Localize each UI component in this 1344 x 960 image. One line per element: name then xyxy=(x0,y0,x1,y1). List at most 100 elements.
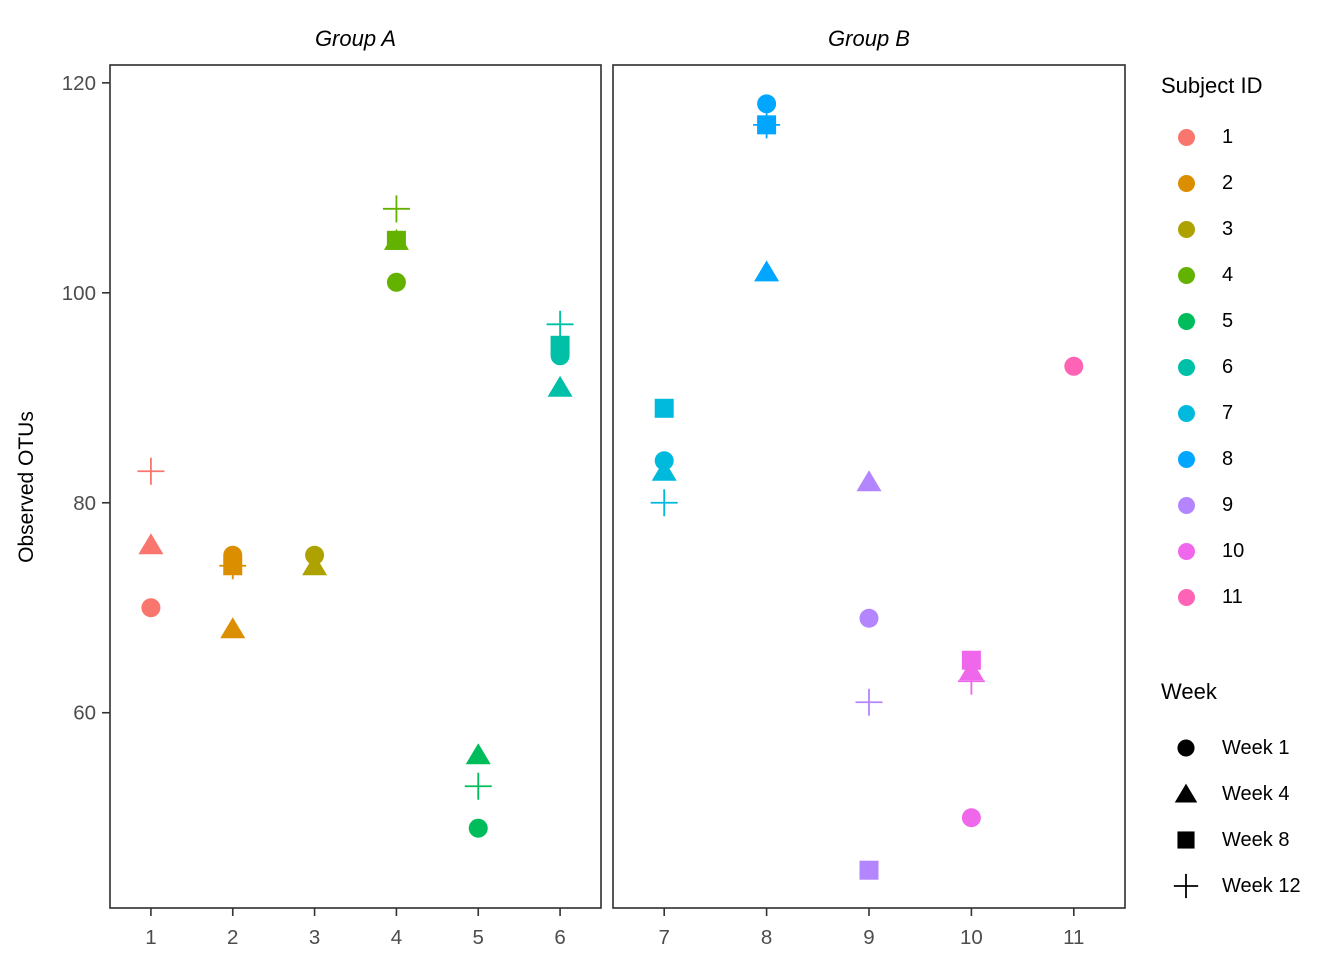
plus-icon xyxy=(753,111,781,139)
legend-key xyxy=(1161,404,1211,422)
plus-icon xyxy=(219,552,247,580)
data-point-subject-10-week-12 xyxy=(957,667,985,695)
subject-legend-item: 4 xyxy=(1161,252,1244,298)
triangle-icon xyxy=(754,260,780,282)
subject-legend-label: 3 xyxy=(1222,217,1234,240)
circle-icon xyxy=(757,94,777,114)
legend-key xyxy=(1161,731,1211,765)
x-tick-label: 7 xyxy=(658,926,669,949)
plus-icon xyxy=(1173,873,1199,899)
square-icon xyxy=(961,650,981,670)
subject-legend: 1 2 3 4 5 6 7 8 9 10 11 xyxy=(1161,114,1244,620)
subject-legend-label: 9 xyxy=(1222,493,1234,516)
data-point-subject-4-week-12 xyxy=(382,195,410,223)
x-tick-label: 5 xyxy=(473,926,484,949)
data-point-subject-1-week-12 xyxy=(137,457,165,485)
week-legend-item: Week 12 xyxy=(1161,863,1301,909)
subject-legend-item: 9 xyxy=(1161,482,1244,528)
data-point-subject-5-week-4 xyxy=(465,743,491,765)
data-point-subject-8-week-4 xyxy=(754,260,780,282)
subject-legend-item: 6 xyxy=(1161,344,1244,390)
legend-key xyxy=(1161,869,1211,903)
week-shape-icon xyxy=(1173,873,1199,899)
subject-legend-label: 7 xyxy=(1222,401,1234,424)
subject-legend-label: 1 xyxy=(1222,125,1234,148)
y-tick-label: 120 xyxy=(62,72,96,95)
plus-icon xyxy=(382,195,410,223)
data-point-subject-8-week-12 xyxy=(753,111,781,139)
x-tick-label: 2 xyxy=(227,926,238,949)
subject-legend-item: 2 xyxy=(1161,160,1244,206)
week-legend-item: Week 4 xyxy=(1161,771,1301,817)
week-legend-label: Week 1 xyxy=(1222,736,1290,759)
legend-key xyxy=(1161,174,1211,192)
week-shape-icon xyxy=(1174,783,1198,803)
triangle-icon xyxy=(302,554,328,576)
data-point-subject-7-week-12 xyxy=(650,489,678,517)
subject-color-dot-icon xyxy=(1177,588,1195,606)
subject-legend-title: Subject ID xyxy=(1161,73,1263,98)
subject-legend-item: 10 xyxy=(1161,528,1244,574)
legend-key xyxy=(1161,542,1211,560)
legend-key xyxy=(1161,358,1211,376)
data-point-subject-5-week-1 xyxy=(468,818,488,838)
subject-legend-label: 2 xyxy=(1222,171,1234,194)
week-shape-icon xyxy=(1177,739,1195,757)
facet-title-group-b: Group B xyxy=(828,26,910,51)
data-point-subject-10-week-1 xyxy=(961,808,981,828)
data-point-subject-9-week-12 xyxy=(855,688,883,716)
data-point-subject-10-week-8 xyxy=(961,650,981,670)
triangle-icon xyxy=(651,459,677,481)
circle-icon xyxy=(1177,739,1195,757)
legend-key xyxy=(1161,128,1211,146)
legend-key xyxy=(1161,220,1211,238)
facet-title-group-a: Group A xyxy=(314,26,397,51)
data-point-subject-2-week-12 xyxy=(219,552,247,580)
circle-icon xyxy=(141,598,161,618)
data-point-subject-3-week-4 xyxy=(302,554,328,576)
week-legend-item: Week 8 xyxy=(1161,817,1301,863)
x-tick-label: 9 xyxy=(863,926,874,949)
legend-key xyxy=(1161,496,1211,514)
data-point-subject-1-week-4 xyxy=(138,533,164,555)
week-legend-label: Week 4 xyxy=(1222,782,1290,805)
data-point-subject-9-week-8 xyxy=(859,860,879,880)
subject-legend-item: 7 xyxy=(1161,390,1244,436)
x-tick-label: 11 xyxy=(1063,926,1084,949)
week-legend-label: Week 12 xyxy=(1222,874,1301,897)
subject-color-dot-icon xyxy=(1177,542,1195,560)
data-point-subject-8-week-1 xyxy=(757,94,777,114)
x-tick-label: 3 xyxy=(309,926,320,949)
week-legend-title: Week xyxy=(1161,679,1217,704)
subject-color-dot-icon xyxy=(1177,312,1195,330)
subject-color-dot-icon xyxy=(1177,496,1195,514)
data-point-subject-2-week-4 xyxy=(220,617,246,639)
subject-legend-item: 8 xyxy=(1161,436,1244,482)
legend-key xyxy=(1161,823,1211,857)
data-point-subject-4-week-1 xyxy=(386,272,406,292)
week-legend-item: Week 1 xyxy=(1161,725,1301,771)
data-point-subject-4-week-8 xyxy=(386,230,406,250)
subject-legend-item: 5 xyxy=(1161,298,1244,344)
subject-legend-label: 6 xyxy=(1222,355,1234,378)
legend-key xyxy=(1161,777,1211,811)
circle-icon xyxy=(961,808,981,828)
legend-key xyxy=(1161,312,1211,330)
subject-legend-label: 4 xyxy=(1222,263,1234,286)
data-point-subject-11-week-1 xyxy=(1064,356,1084,376)
y-axis-title: Observed OTUs xyxy=(15,411,38,563)
subject-color-dot-icon xyxy=(1177,266,1195,284)
square-icon xyxy=(859,860,879,880)
data-point-subject-6-week-12 xyxy=(546,310,574,338)
data-point-subject-9-week-4 xyxy=(856,470,882,492)
data-point-subject-1-week-1 xyxy=(141,598,161,618)
subject-legend-item: 3 xyxy=(1161,206,1244,252)
triangle-icon xyxy=(1174,783,1198,803)
data-point-subject-9-week-1 xyxy=(859,608,879,628)
data-point-subject-7-week-8 xyxy=(654,398,674,418)
plus-icon xyxy=(650,489,678,517)
circle-icon xyxy=(468,818,488,838)
subject-legend-label: 11 xyxy=(1222,585,1243,608)
square-icon xyxy=(550,335,570,355)
